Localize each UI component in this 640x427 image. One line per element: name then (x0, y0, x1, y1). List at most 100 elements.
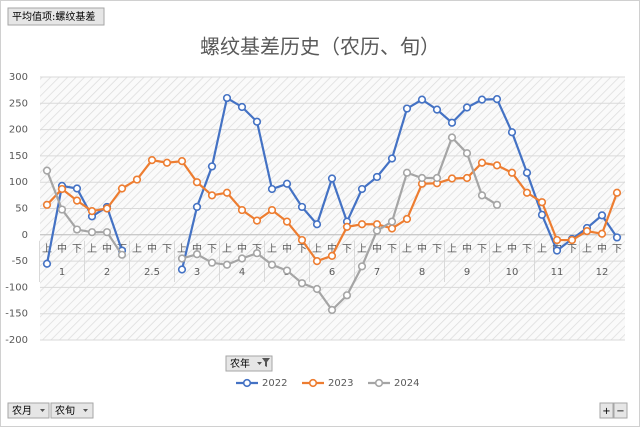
x-tick-label: 上 (582, 243, 592, 255)
data-point (357, 220, 367, 229)
x-tick-label: 中 (192, 242, 202, 255)
data-point (57, 205, 67, 214)
x-tick-label: 下 (387, 244, 397, 255)
month-label: 4 (239, 267, 245, 278)
legend-label: 2024 (394, 378, 419, 389)
y-tick-label: -150 (5, 309, 28, 320)
x-tick-label: 中 (102, 242, 112, 255)
y-tick-label: 150 (9, 151, 28, 162)
data-point (72, 184, 82, 193)
data-point (552, 235, 562, 245)
row-button[interactable]: 农旬 (50, 402, 94, 419)
data-point (432, 173, 442, 183)
x-tick-label: 上 (177, 243, 187, 255)
value-field-button[interactable]: 平均值项:螺纹基差 (7, 7, 105, 26)
data-point (222, 260, 232, 269)
data-point (72, 196, 82, 205)
data-point (207, 258, 217, 267)
data-point (252, 117, 262, 126)
data-point (237, 102, 247, 112)
x-tick-label: 上 (402, 243, 412, 255)
data-point (462, 103, 472, 112)
x-tick-label: 中 (327, 242, 337, 255)
row-button-label: 农月 (12, 404, 32, 417)
data-point (327, 174, 337, 183)
data-point (102, 204, 112, 213)
data-point (42, 259, 52, 268)
row-button-label: 农旬 (55, 404, 75, 417)
filter-button[interactable]: 农年 (225, 355, 273, 372)
legend-label: 2022 (262, 378, 287, 389)
data-point (162, 158, 172, 167)
x-tick-label: 上 (87, 243, 97, 255)
data-point (537, 210, 547, 219)
x-tick-label: 上 (492, 243, 502, 255)
month-label: 3 (194, 267, 200, 278)
data-point (87, 228, 97, 237)
data-point (267, 184, 277, 194)
x-tick-label: 下 (297, 244, 307, 255)
data-point (252, 249, 262, 258)
data-point (372, 172, 382, 182)
zoom-button[interactable]: − (613, 402, 628, 419)
data-point (297, 202, 307, 212)
data-point (42, 166, 52, 175)
x-tick-label: 下 (207, 244, 217, 255)
data-point (522, 168, 532, 177)
row-button[interactable]: 农月 (7, 402, 50, 419)
x-tick-label: 下 (612, 244, 622, 255)
data-point (327, 305, 337, 315)
x-tick-label: 上 (312, 243, 322, 255)
x-tick-label: 上 (132, 243, 142, 255)
x-tick-label: 上 (42, 243, 52, 255)
x-tick-label: 上 (357, 243, 367, 255)
data-point (132, 175, 142, 184)
chart-title: 螺纹基差历史（农历、旬） (200, 35, 440, 59)
x-tick-label: 下 (342, 244, 352, 255)
month-label: 9 (464, 267, 470, 278)
month-label: 1 (59, 267, 65, 278)
data-point (207, 191, 217, 200)
month-label: 2.5 (144, 267, 160, 278)
data-point (177, 254, 187, 263)
month-label: 10 (506, 267, 519, 278)
data-point (492, 94, 502, 104)
month-label: 2 (104, 267, 110, 278)
data-point (477, 95, 487, 104)
month-label: 11 (551, 267, 564, 278)
data-point (102, 228, 112, 237)
data-point (492, 200, 502, 209)
data-point (447, 174, 457, 183)
data-point (177, 157, 187, 166)
data-point (462, 149, 472, 158)
y-tick-label: 250 (9, 98, 28, 109)
legend-marker (374, 378, 384, 388)
data-point (507, 128, 517, 137)
y-tick-label: 0 (22, 230, 28, 241)
data-point (507, 168, 517, 177)
data-point (237, 205, 247, 215)
data-point (222, 188, 232, 197)
zoom-label: + (602, 406, 610, 417)
x-tick-label: 下 (567, 244, 577, 255)
data-point (117, 184, 127, 193)
filter-label: 农年 (230, 357, 250, 370)
data-point (357, 184, 367, 194)
data-point (477, 191, 487, 200)
zoom-button[interactable]: + (599, 402, 614, 419)
data-point (117, 250, 127, 259)
y-tick-label: 200 (9, 125, 28, 136)
data-point (402, 104, 412, 113)
x-tick-label: 中 (597, 242, 607, 255)
data-point (567, 235, 577, 245)
data-point (222, 93, 232, 103)
y-tick-label: 50 (15, 204, 28, 215)
x-tick-label: 上 (537, 243, 547, 255)
month-label: 8 (419, 267, 425, 278)
data-point (267, 260, 277, 269)
data-point (537, 198, 547, 207)
data-point (612, 233, 622, 242)
data-point (267, 205, 277, 215)
data-point (312, 257, 322, 266)
